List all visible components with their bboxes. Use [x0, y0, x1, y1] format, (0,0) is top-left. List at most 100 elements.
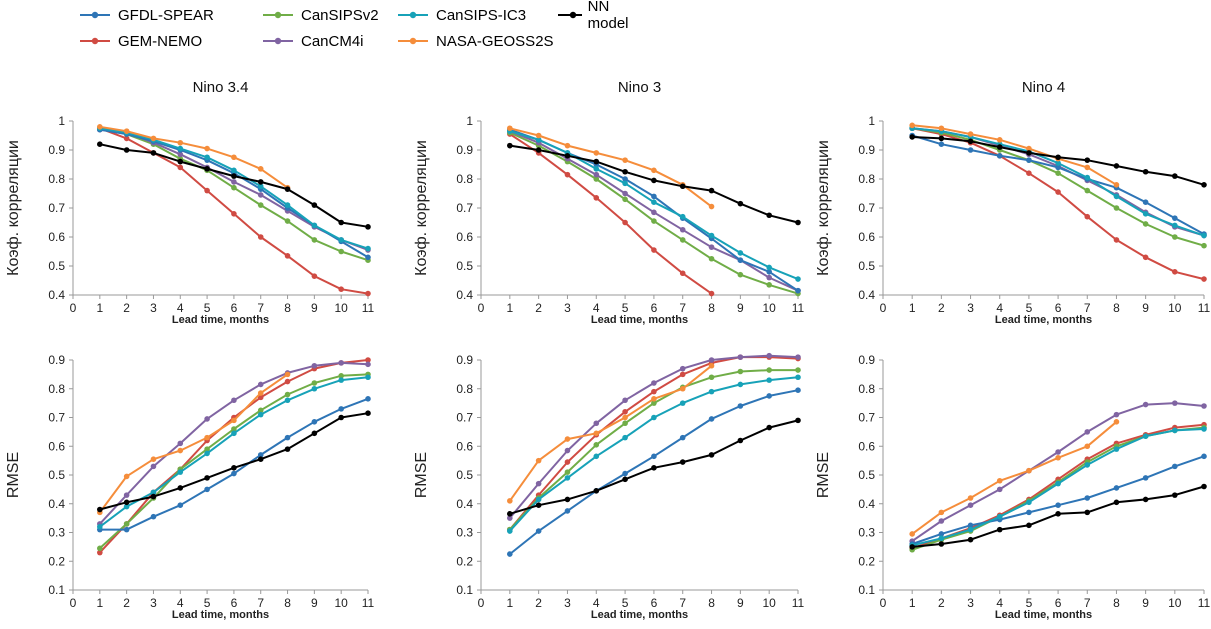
- data-point: [593, 150, 600, 156]
- series-nasa-geoss2s: [909, 419, 1120, 537]
- data-point: [1026, 170, 1032, 176]
- y-axis-title: Коэф. корреляции: [815, 140, 832, 276]
- series-nn-model: [507, 142, 801, 226]
- data-point: [938, 518, 945, 524]
- data-point: [622, 190, 628, 197]
- data-point: [257, 394, 264, 401]
- data-point: [1113, 411, 1120, 418]
- series-nn-model: [97, 410, 371, 513]
- data-point: [535, 502, 542, 508]
- data-point: [257, 452, 264, 458]
- data-point: [564, 508, 571, 514]
- data-point: [1201, 232, 1207, 239]
- data-point: [967, 502, 974, 508]
- data-point: [204, 486, 210, 493]
- y-tick-label: 0.7: [456, 411, 473, 425]
- y-tick-label: 0.5: [48, 468, 65, 482]
- data-point: [564, 475, 571, 481]
- y-tick-label: 0.8: [456, 172, 473, 186]
- data-point: [1026, 467, 1032, 474]
- y-tick-label: 0.6: [456, 439, 473, 453]
- data-point: [1201, 276, 1207, 282]
- x-tick-label: 5: [622, 596, 629, 610]
- data-point: [177, 502, 184, 508]
- data-point: [766, 212, 772, 219]
- series-gfdl-spear: [909, 453, 1207, 547]
- y-tick-label: 0.3: [858, 526, 875, 540]
- y-tick-label: 0.7: [48, 201, 65, 215]
- series-line-gem-nemo: [509, 133, 713, 295]
- data-point: [938, 535, 945, 542]
- y-axis-title: RMSE: [815, 452, 832, 498]
- x-tick-label: 4: [593, 596, 600, 610]
- data-point: [1084, 157, 1091, 163]
- data-point: [231, 426, 237, 432]
- data-point: [651, 380, 657, 386]
- data-point: [651, 388, 657, 395]
- series-line-nn-model: [912, 485, 1205, 548]
- data-point: [1142, 211, 1149, 217]
- data-point: [338, 414, 344, 421]
- data-point: [795, 417, 801, 424]
- data-point: [177, 145, 184, 152]
- data-point: [1055, 511, 1061, 517]
- x-tick-label: 4: [996, 301, 1003, 315]
- legend-item-gfdl-spear: GFDL-SPEAR: [78, 4, 214, 26]
- data-point: [177, 485, 184, 491]
- data-point: [708, 290, 715, 297]
- data-point: [177, 158, 184, 165]
- series-nn-model: [909, 483, 1207, 550]
- data-point: [365, 357, 371, 363]
- data-point: [257, 234, 264, 240]
- x-tick-label: 7: [1084, 596, 1091, 610]
- y-tick-label: 0.8: [456, 382, 473, 396]
- data-point: [1084, 213, 1091, 220]
- series-cansipsv2: [97, 371, 371, 552]
- data-point: [284, 378, 291, 385]
- data-point: [938, 531, 945, 537]
- data-point: [622, 176, 628, 182]
- data-point: [622, 476, 628, 483]
- data-point: [708, 374, 715, 381]
- data-point: [507, 511, 513, 517]
- data-point: [284, 253, 291, 259]
- data-point: [123, 135, 130, 142]
- data-point: [150, 489, 157, 496]
- data-point: [177, 469, 184, 475]
- series-line-nasa-geoss2s: [911, 421, 1118, 535]
- data-point: [622, 157, 628, 163]
- x-tick-label: 11: [362, 596, 375, 610]
- data-point: [1084, 509, 1091, 516]
- series-cansipsv2: [909, 125, 1207, 249]
- data-point: [535, 137, 542, 143]
- data-point: [1142, 433, 1149, 439]
- data-point: [622, 414, 628, 421]
- x-axis-title: Lead time, months: [172, 314, 269, 326]
- y-tick-label: 0.4: [48, 288, 65, 302]
- legend-label: NN model: [587, 0, 629, 32]
- data-point: [1201, 483, 1207, 490]
- data-point: [996, 477, 1003, 484]
- data-point: [564, 496, 571, 503]
- legend-swatch: [263, 37, 293, 45]
- data-point: [1084, 174, 1091, 181]
- x-tick-label: 10: [335, 596, 349, 610]
- data-point: [1055, 454, 1061, 461]
- x-tick-label: 5: [204, 301, 211, 315]
- data-point: [593, 176, 600, 182]
- data-point: [204, 154, 210, 161]
- data-point: [257, 407, 264, 414]
- data-point: [150, 456, 157, 462]
- data-point: [651, 218, 657, 224]
- x-tick-label: 3: [967, 596, 974, 610]
- data-point: [766, 377, 772, 383]
- data-point: [651, 167, 657, 174]
- data-point: [708, 187, 715, 194]
- y-tick-label: 0.4: [456, 497, 473, 511]
- data-point: [257, 183, 264, 190]
- series-line-nasa-geoss2s: [912, 124, 1118, 186]
- legend-label: GFDL-SPEAR: [118, 6, 214, 24]
- data-point: [177, 139, 184, 146]
- x-tick-label: 3: [150, 596, 157, 610]
